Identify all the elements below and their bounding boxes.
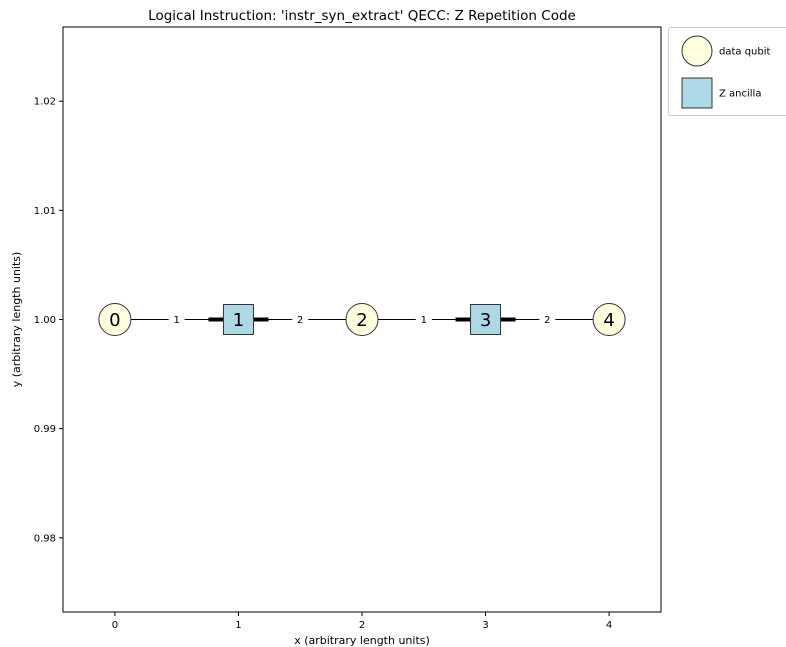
data-qubit-node: [592, 303, 626, 336]
node-label: 1: [233, 310, 244, 331]
axes: Logical Instruction: 'instr_syn_extract'…: [10, 8, 662, 647]
legend-z-ancilla-icon: [681, 77, 713, 109]
y-tick-label: 1.00: [34, 315, 56, 326]
node-label: 0: [109, 310, 120, 331]
y-axis-label: y (arbitrary length units): [10, 252, 23, 388]
node-label: 2: [356, 310, 367, 331]
node-label: 3: [480, 310, 491, 331]
y-tick-label: 0.99: [34, 424, 56, 435]
edge-label: 1: [173, 315, 179, 326]
edges: 1 2 1 2: [114, 315, 610, 326]
edge-label: 1: [421, 315, 427, 326]
node-label: 4: [603, 310, 614, 331]
x-tick-label: 0: [112, 620, 118, 631]
edge-label: 2: [297, 315, 303, 326]
data-qubit-node: [98, 303, 132, 336]
z-ancilla-node: [470, 304, 502, 335]
y-tick-label: 1.02: [34, 97, 56, 108]
chart-title: Logical Instruction: 'instr_syn_extract'…: [148, 8, 576, 24]
legend-label: Z ancilla: [719, 89, 761, 100]
x-tick-label: 1: [235, 620, 241, 631]
x-tick-label: 2: [359, 620, 365, 631]
x-tick-label: 3: [482, 620, 488, 631]
x-axis-label: x (arbitrary length units): [294, 634, 430, 647]
data-qubit-node: [345, 303, 379, 336]
legend-label: data qubit: [719, 47, 771, 58]
y-tick-label: 0.98: [34, 533, 56, 544]
z-ancilla-node: [222, 304, 254, 335]
y-tick-label: 1.01: [34, 206, 56, 217]
x-tick-label: 4: [606, 620, 612, 631]
legend: data qubit Z ancilla: [668, 27, 786, 116]
edge-label: 2: [544, 315, 550, 326]
nodes: 0 1 2 3 4: [98, 303, 626, 336]
legend-data-qubit-icon: [681, 35, 713, 67]
